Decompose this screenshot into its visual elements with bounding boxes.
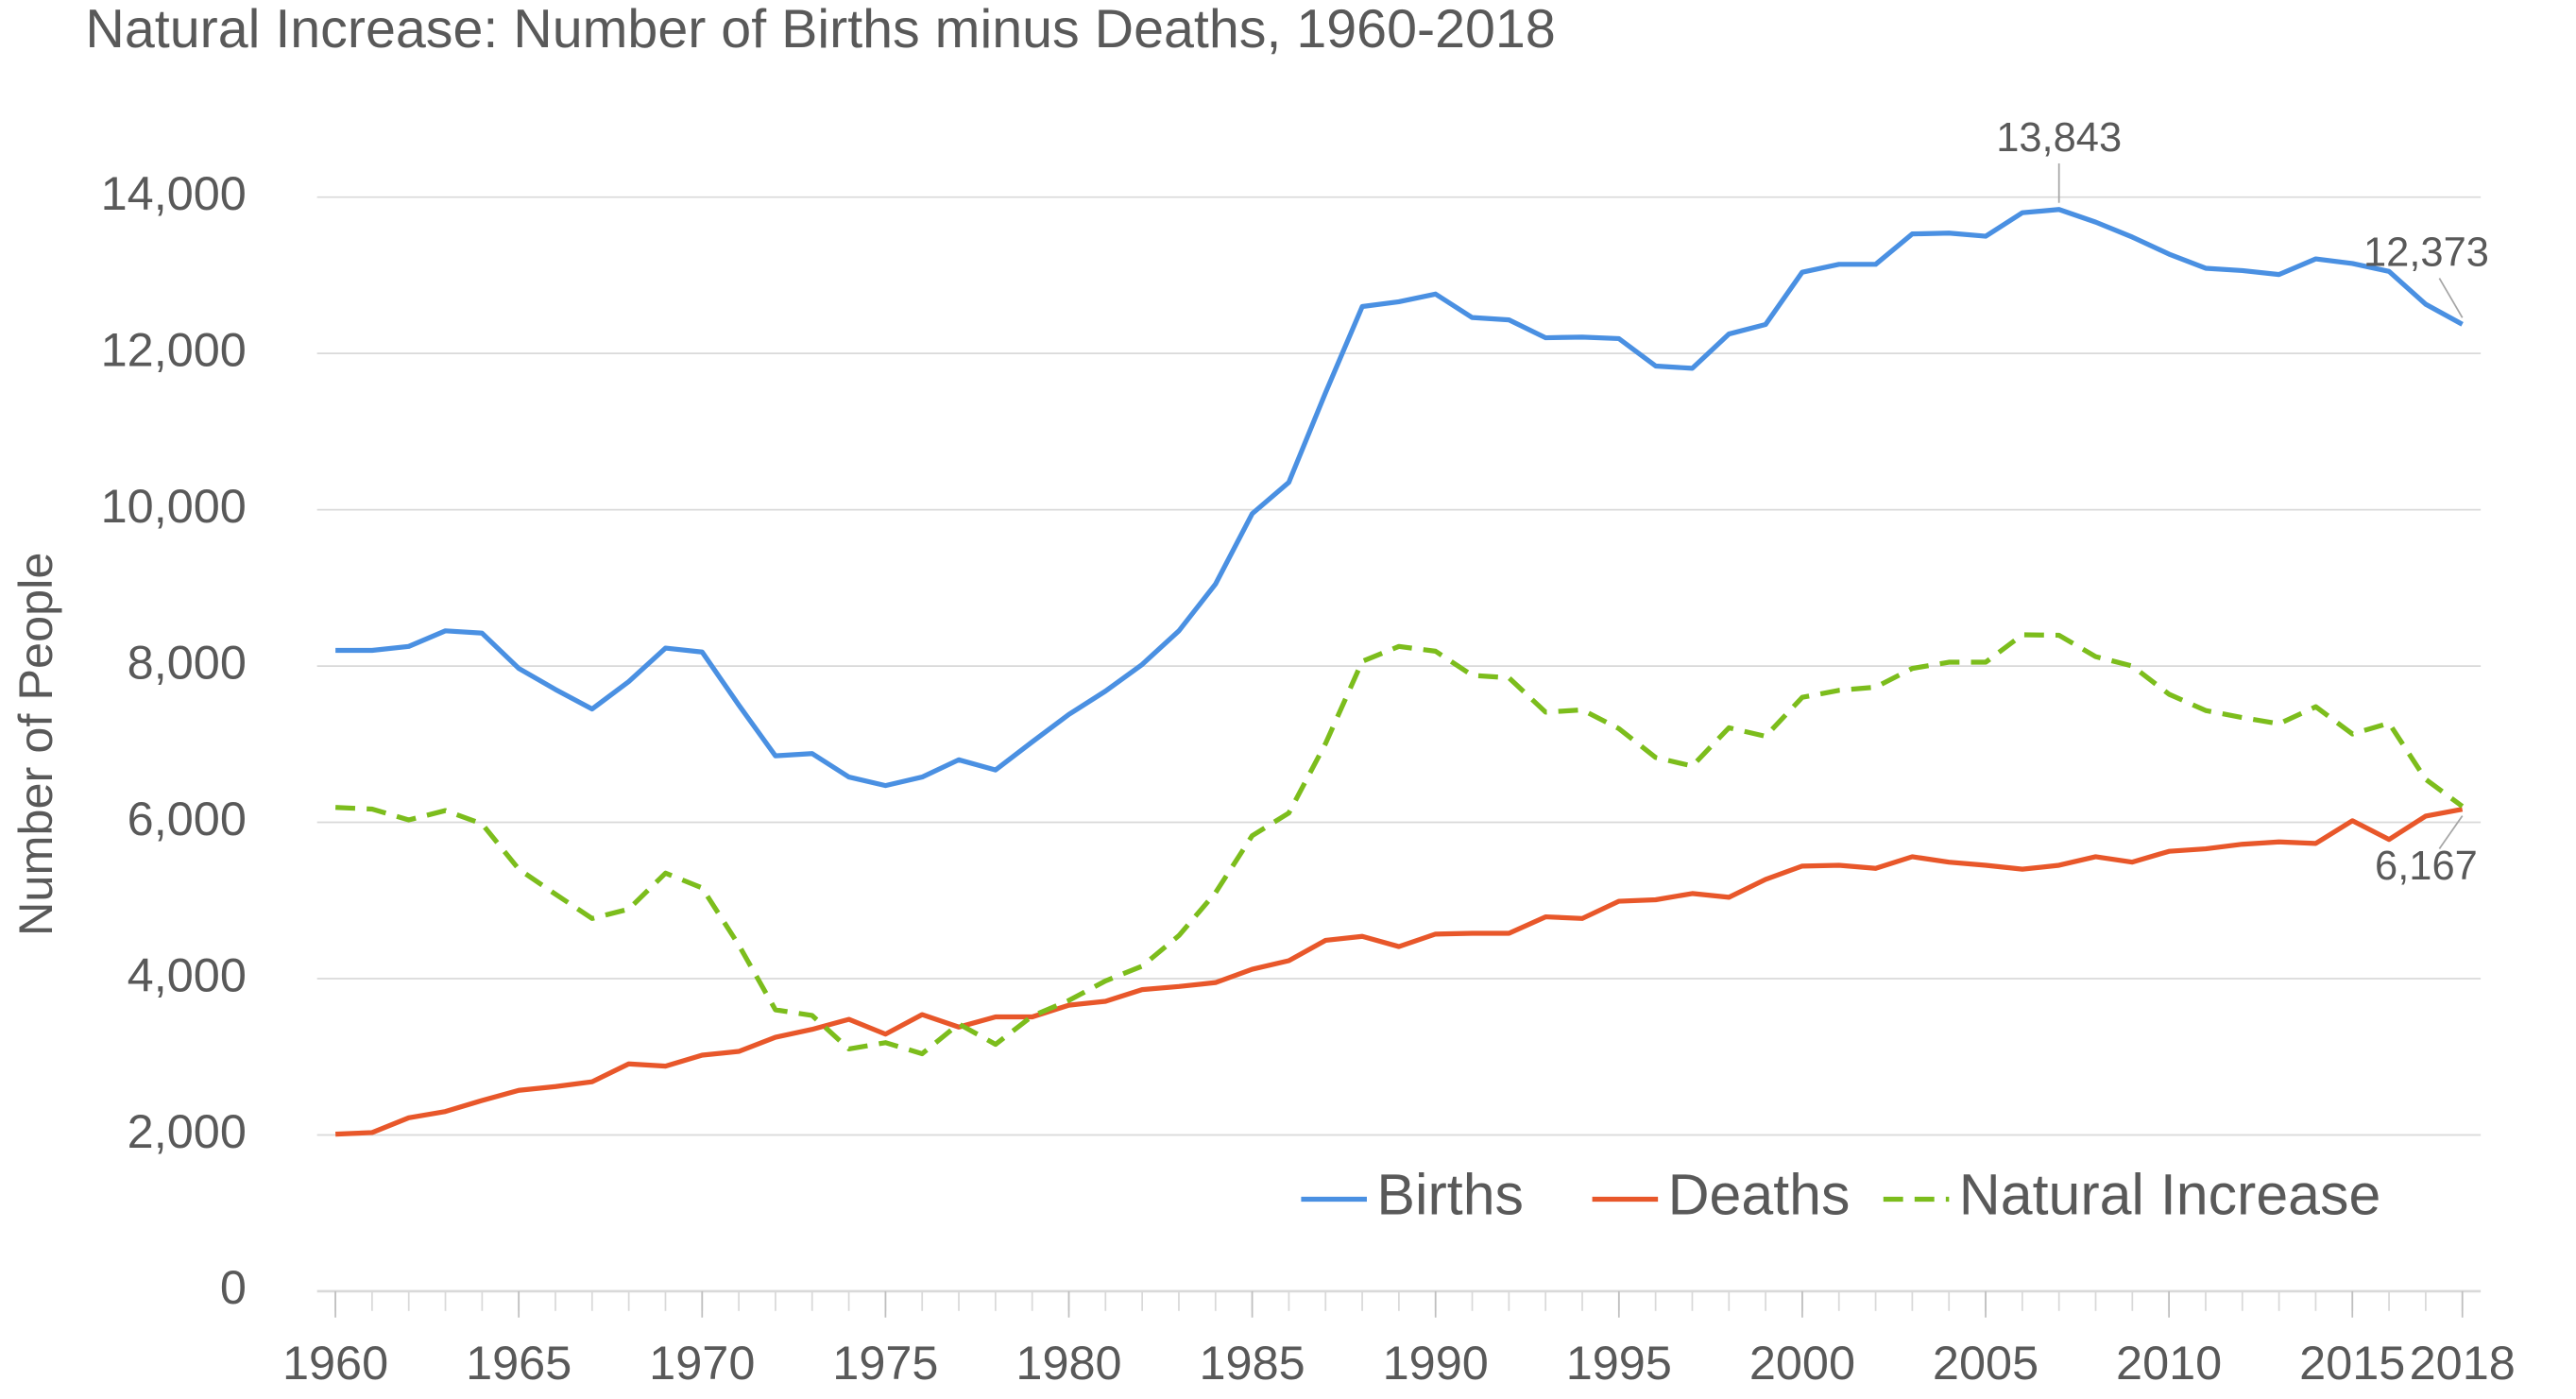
x-tick-label: 2005 — [1933, 1336, 2039, 1390]
y-tick-label: 14,000 — [101, 166, 247, 220]
y-axis-label: Number of People — [9, 553, 62, 936]
data-line — [335, 207, 2464, 789]
x-tick-label: 2000 — [1749, 1336, 1855, 1390]
leader-line — [2438, 815, 2464, 849]
legend-label: Deaths — [1668, 1163, 1851, 1227]
x-tick-label: 1965 — [466, 1336, 571, 1390]
legend-label: Natural Increase — [1959, 1163, 2381, 1227]
x-tick-label: 1990 — [1383, 1336, 1489, 1390]
data-label: 6,167 — [2375, 844, 2478, 889]
y-tick-label: 4,000 — [128, 947, 247, 1001]
chart-title: Natural Increase: Number of Births minus… — [85, 0, 1555, 60]
x-tick-label: 1995 — [1566, 1336, 1672, 1390]
x-tick-label: 1960 — [282, 1336, 388, 1390]
x-tick-label: 1980 — [1015, 1336, 1121, 1390]
x-tick-label: 1985 — [1200, 1336, 1305, 1390]
y-tick-label: 8,000 — [128, 635, 247, 689]
y-tick-label: 10,000 — [101, 479, 247, 533]
data-label: 12,373 — [2363, 230, 2489, 276]
x-tick-label: 1975 — [832, 1336, 938, 1390]
y-tick-label: 0 — [220, 1260, 247, 1314]
data-line — [335, 632, 2465, 1057]
x-tick-label: 2010 — [2116, 1336, 2222, 1390]
x-tick-label: 2018 — [2410, 1336, 2516, 1390]
legend-label: Births — [1376, 1163, 1524, 1227]
data-line — [335, 807, 2464, 1137]
y-tick-label: 12,000 — [101, 322, 247, 376]
x-tick-label: 2015 — [2299, 1336, 2405, 1390]
y-tick-label: 2,000 — [128, 1104, 247, 1158]
y-tick-label: 6,000 — [128, 792, 247, 845]
data-label: 13,843 — [1996, 115, 2122, 161]
x-tick-label: 1970 — [649, 1336, 755, 1390]
leader-line — [2438, 278, 2464, 318]
